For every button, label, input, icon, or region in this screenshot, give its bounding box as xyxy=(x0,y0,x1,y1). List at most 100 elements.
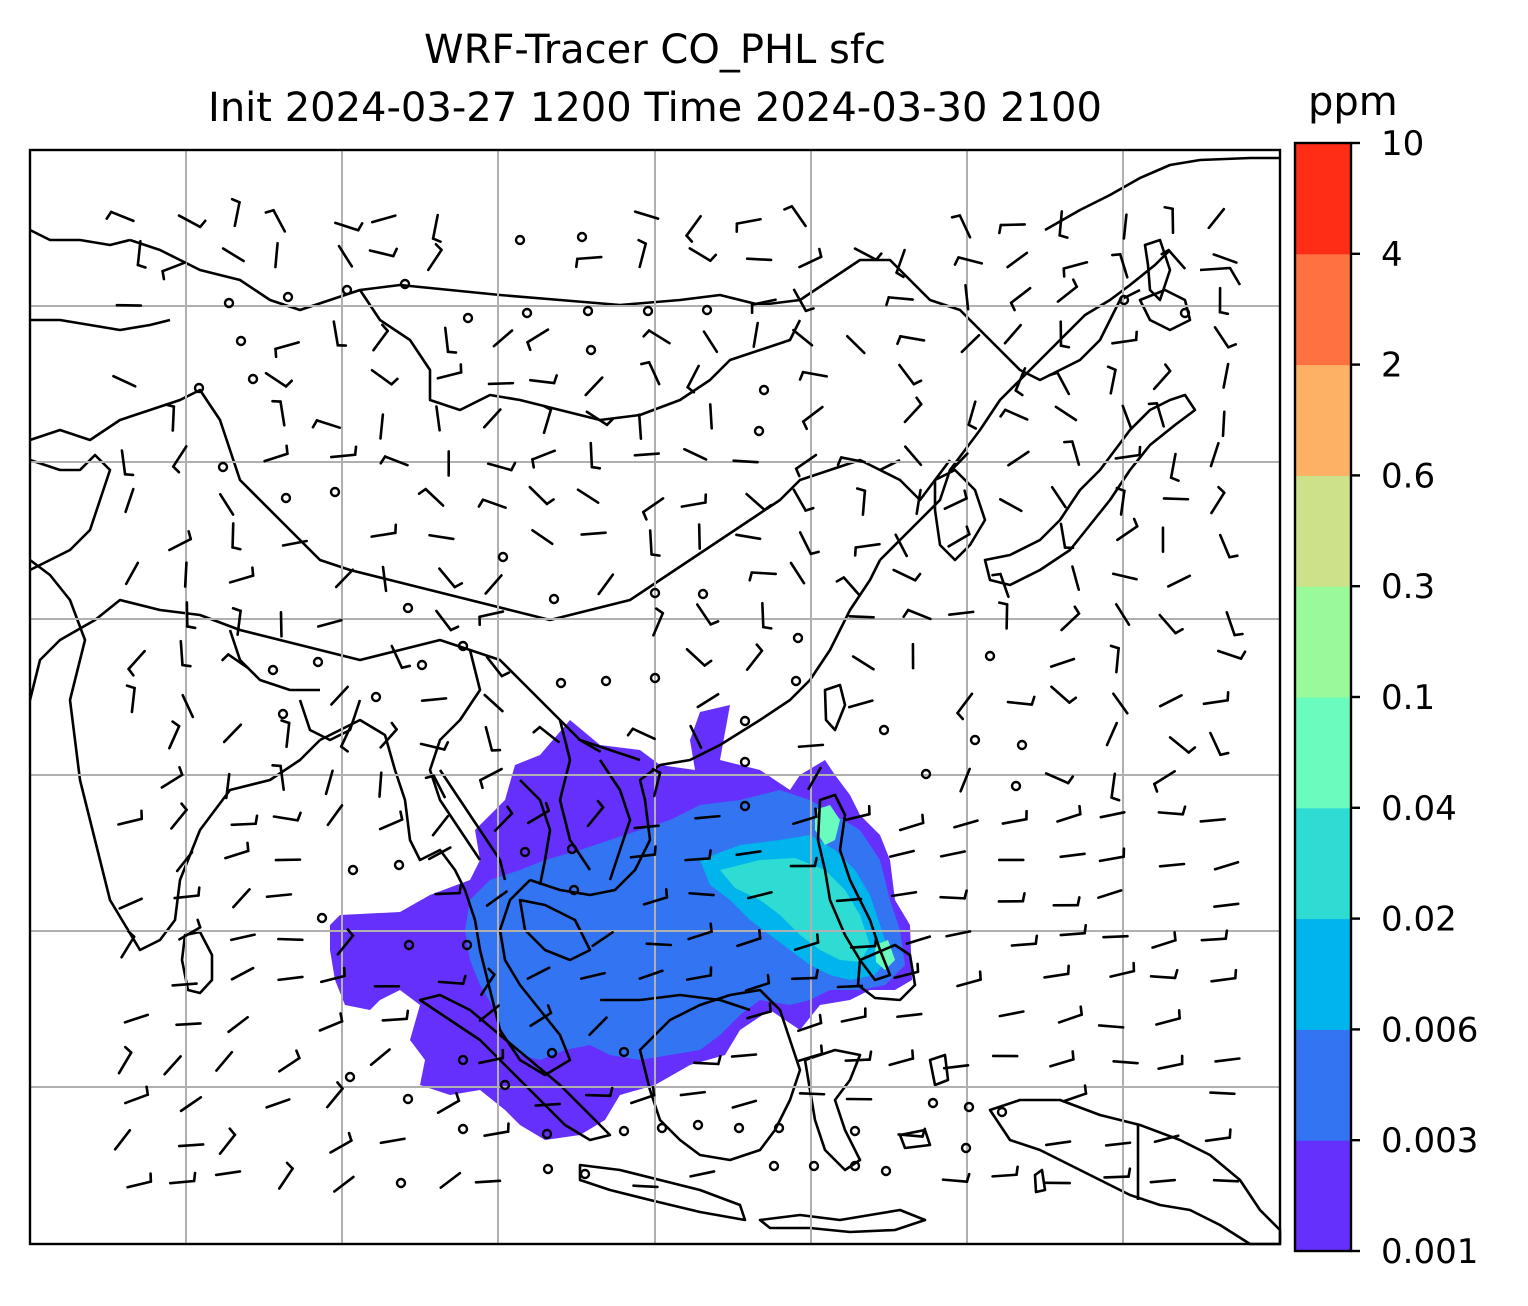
wind-barb xyxy=(688,247,718,263)
calm-wind-marker xyxy=(579,1168,591,1180)
wind-barb xyxy=(118,897,143,910)
wind-barb xyxy=(436,1091,461,1115)
wind-barb xyxy=(798,370,828,381)
wind-barb xyxy=(215,1050,234,1072)
calm-wind-marker xyxy=(193,382,205,394)
wind-barb xyxy=(708,403,713,430)
wind-barb xyxy=(748,571,778,582)
wind-barb xyxy=(1103,1167,1132,1179)
wind-barb xyxy=(1097,1024,1125,1029)
wind-barb xyxy=(1057,1005,1084,1024)
wind-barb xyxy=(435,405,441,432)
calm-wind-marker xyxy=(393,859,405,871)
wind-barb xyxy=(218,492,235,516)
russia-coast xyxy=(1044,156,1280,232)
wind-barb xyxy=(1158,694,1183,708)
calm-wind-marker xyxy=(739,715,751,727)
wind-barb xyxy=(369,1048,391,1067)
wind-barb xyxy=(745,643,764,671)
wind-barb xyxy=(1001,809,1028,825)
wind-barb xyxy=(526,801,551,825)
calm-wind-marker xyxy=(341,284,353,296)
calm-wind-marker xyxy=(963,1101,975,1113)
wind-barb xyxy=(477,498,507,509)
wind-barb xyxy=(1153,1134,1180,1144)
calm-wind-marker xyxy=(1016,739,1028,751)
wind-barb xyxy=(577,738,601,753)
wind-barb xyxy=(333,1175,355,1193)
inland-border-2 xyxy=(29,228,131,247)
wind-barb xyxy=(1162,497,1190,501)
wind-barb xyxy=(591,931,614,948)
wind-barb xyxy=(1155,1009,1181,1026)
japan xyxy=(983,393,1197,587)
wind-barb xyxy=(1204,1128,1232,1143)
wind-barb xyxy=(959,767,971,793)
wind-barb xyxy=(1098,847,1126,863)
wind-barb xyxy=(574,255,603,269)
wind-barb xyxy=(896,1012,923,1019)
wind-barb xyxy=(902,608,932,621)
wind-barb xyxy=(586,799,605,828)
wind-barb xyxy=(1052,896,1081,907)
wind-barb xyxy=(227,1015,249,1034)
small-islands-2 xyxy=(898,1128,932,1150)
wind-barb xyxy=(943,489,968,511)
wind-barb xyxy=(231,606,242,636)
calm-wind-marker xyxy=(927,1097,939,1109)
wind-barb xyxy=(1158,613,1184,635)
inland-border-12 xyxy=(438,769,507,881)
wind-barb xyxy=(177,214,207,229)
wind-barb xyxy=(126,1172,153,1189)
calm-wind-marker xyxy=(514,234,526,246)
wind-barb xyxy=(789,856,818,868)
wind-barb xyxy=(230,197,241,228)
calm-wind-marker xyxy=(656,1122,668,1134)
plume-level-5 xyxy=(815,805,840,845)
wind-barb xyxy=(949,452,969,473)
wind-barb xyxy=(178,918,202,941)
wind-barb xyxy=(222,723,243,744)
wind-barb xyxy=(801,405,824,431)
colorbar-segment xyxy=(1295,143,1351,255)
wind-barb xyxy=(1209,731,1230,757)
colorbar-segment xyxy=(1295,364,1351,476)
wind-barb xyxy=(1213,326,1238,349)
inland-border-13 xyxy=(228,629,320,692)
wind-barb xyxy=(1043,964,1070,979)
calm-wind-marker xyxy=(768,1160,780,1172)
wind-barb xyxy=(792,488,815,512)
wind-barb xyxy=(686,364,700,394)
wind-barb xyxy=(896,335,926,346)
wind-barb xyxy=(1102,934,1129,939)
inland-border-10 xyxy=(519,779,552,886)
wind-barb xyxy=(964,284,970,311)
wind-barb xyxy=(580,531,607,536)
inland-border-11 xyxy=(598,759,632,881)
wind-barb xyxy=(641,497,665,521)
wind-barb xyxy=(1059,522,1075,550)
wind-barb xyxy=(1149,968,1179,980)
wind-barb xyxy=(997,892,1026,903)
colorbar-tick-label: 0.003 xyxy=(1381,1121,1478,1161)
calm-wind-marker xyxy=(1179,307,1191,319)
wind-barb xyxy=(1221,410,1226,438)
wind-barb xyxy=(651,767,662,798)
calm-wind-marker xyxy=(282,291,294,303)
gridlines xyxy=(30,150,1280,1244)
wind-barb xyxy=(1056,804,1082,823)
calm-wind-marker xyxy=(642,305,654,317)
wind-barb xyxy=(325,1081,344,1109)
borneo xyxy=(638,988,802,1162)
calm-wind-marker xyxy=(585,344,597,356)
wind-barb xyxy=(224,841,250,860)
wind-barb xyxy=(991,1165,1019,1178)
wind-barb xyxy=(1049,657,1076,668)
wind-barb xyxy=(1006,251,1029,269)
wind-barb xyxy=(1152,363,1172,391)
wind-barb xyxy=(1158,862,1186,868)
wind-barb xyxy=(1199,817,1226,823)
wind-barb xyxy=(642,888,669,906)
wind-barb xyxy=(277,1161,294,1190)
wind-barb xyxy=(1122,213,1128,240)
